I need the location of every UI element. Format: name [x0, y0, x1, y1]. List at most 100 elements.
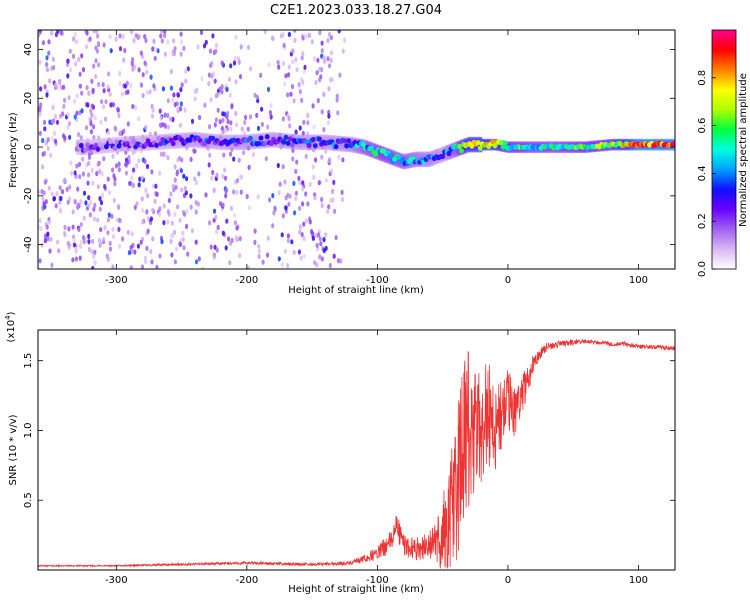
spectrogram-speckle [58, 207, 62, 213]
spectrogram-speckle [66, 73, 70, 79]
spectrogram-speckle [234, 79, 238, 85]
spectrogram-speckle [294, 190, 298, 196]
spectrogram-speckle [42, 150, 47, 157]
spectrogram-speckle [41, 196, 45, 202]
spectrogram-ridge-point [248, 135, 253, 141]
spectrogram-speckle [58, 113, 63, 119]
spectrogram-ridge-point [317, 136, 322, 142]
spectrogram-speckle [96, 217, 100, 223]
spectrogram-speckle [337, 154, 341, 160]
spectrogram-speckle [57, 80, 62, 86]
spectrogram-speckle [73, 31, 77, 38]
spectrogram-speckle [166, 112, 170, 119]
spectrogram-speckle [66, 199, 70, 205]
spectrogram-speckle [276, 162, 280, 169]
spectrogram-speckle [308, 32, 312, 38]
spectrogram-speckle [214, 117, 218, 123]
spectrogram-speckle [85, 30, 89, 36]
spectrogram-speckle [287, 201, 291, 207]
spectrogram-speckle [189, 204, 193, 210]
spectrogram-speckle [102, 88, 106, 94]
snr-y-tick-label: 0.5 [23, 492, 34, 508]
spectrogram-speckle [330, 77, 334, 83]
spectrogram-speckle [87, 172, 91, 178]
spectrogram-speckle [80, 90, 84, 96]
spectrogram-speckle [164, 151, 168, 157]
spectrogram-ridge-point [446, 150, 452, 157]
spectrogram-speckle [327, 31, 331, 37]
spectrogram-speckle [114, 163, 118, 169]
spectrogram-speckle [125, 80, 129, 86]
spectrogram-speckle [80, 53, 84, 59]
spectrogram-ridge-point [289, 142, 295, 148]
spectrogram-speckle [300, 232, 304, 238]
spectrogram-speckle [320, 202, 324, 209]
spectrogram-speckle [166, 219, 170, 225]
spectrogram-speckle [41, 40, 45, 46]
spectrogram-speckle [66, 124, 70, 130]
snr-x-tick-label: 100 [629, 575, 648, 586]
spectrogram-speckle [298, 224, 302, 230]
spectrogram-speckle [290, 84, 295, 90]
spectrogram-speckle [286, 263, 290, 269]
spectrogram-speckle [97, 62, 101, 68]
spectrogram-speckle [89, 199, 93, 205]
spectrogram-speckle [118, 46, 123, 52]
spectrogram-speckle [98, 168, 102, 175]
spectrogram-speckle [301, 201, 305, 207]
spectrogram-speckle [95, 48, 99, 54]
spectrogram-speckle [331, 197, 335, 203]
spectrogram-speckle [283, 179, 287, 185]
spectrogram-speckle [214, 48, 218, 54]
spectrogram-speckle [224, 175, 228, 181]
spectrogram-speckle [102, 156, 106, 162]
spectrogram-speckle [152, 38, 156, 44]
spectrogram-ridge-point [108, 139, 113, 145]
spectrogram-speckle [84, 236, 88, 242]
colorbar-tick-label: 0.0 [697, 261, 708, 277]
spectrogram-speckle [106, 84, 110, 90]
spectrogram-speckle [332, 179, 336, 185]
spectrogram-speckle [75, 39, 79, 45]
spectrogram-speckle [69, 66, 73, 73]
spectrogram-speckle [47, 185, 51, 191]
spectrogram-speckle [189, 156, 193, 162]
spectrogram-speckle [145, 245, 149, 251]
spectrogram-speckle [286, 233, 290, 239]
spectrogram-speckle [301, 186, 305, 192]
spectrogram-speckle [302, 221, 306, 227]
spectrogram-speckle [46, 231, 50, 237]
spectrogram-speckle [245, 194, 249, 200]
spectrogram-speckle [237, 157, 241, 163]
spectrogram-speckle [124, 170, 128, 176]
spectrogram-speckle [268, 197, 272, 203]
spectrogram-speckle [158, 108, 162, 114]
spectrogram-speckle [137, 182, 141, 188]
spectrogram-speckle [126, 229, 130, 235]
spectrogram-speckle [54, 203, 58, 209]
spectrogram-speckle [98, 196, 102, 202]
spectrogram-ridge-point [498, 140, 504, 146]
spectrogram-speckle [137, 67, 141, 73]
spectrogram-speckle [151, 46, 155, 52]
spectrogram-speckle [266, 124, 270, 130]
spectrogram-speckle [143, 34, 147, 40]
spectrogram-speckle [87, 90, 91, 96]
spectrogram-speckle [153, 55, 157, 61]
spectrogram-speckle [95, 30, 99, 34]
spectrogram-speckle [160, 239, 164, 245]
spectrogram-speckle [75, 110, 79, 116]
spectrogram-speckle [215, 229, 219, 235]
spectrogram-speckle [264, 156, 268, 162]
spectrogram-speckle [240, 126, 244, 132]
spectrogram-speckle [179, 39, 184, 45]
spectrogram-speckle [298, 229, 302, 235]
spectrogram-speckle [229, 126, 233, 132]
spectrogram-speckle [159, 115, 163, 121]
spectrogram-speckle [96, 161, 100, 167]
spectrogram-speckle [204, 192, 208, 198]
spectrogram-ridge-point [112, 145, 118, 151]
spectrogram-speckle [114, 36, 118, 42]
spectrogram-speckle [111, 167, 115, 173]
spectrogram-speckle [145, 69, 149, 75]
